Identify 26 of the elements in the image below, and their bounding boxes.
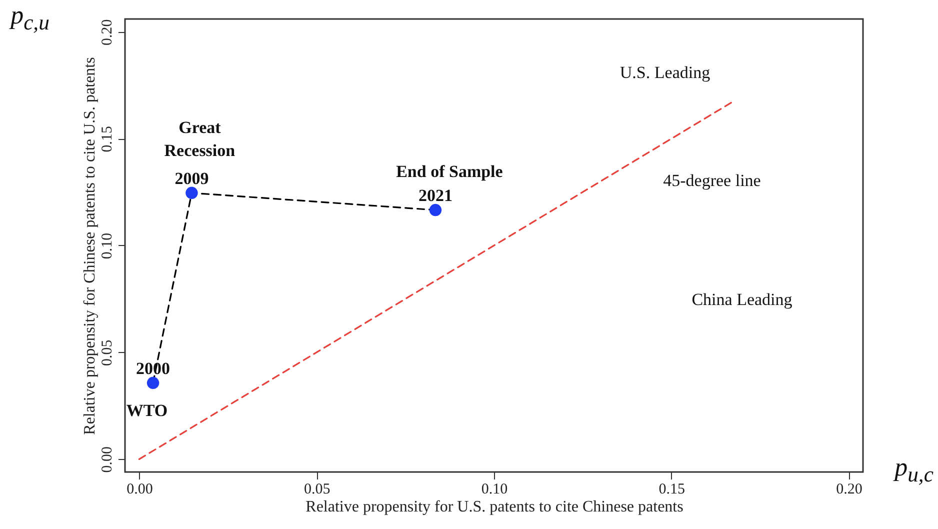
x-tick-label: 0.10 <box>481 482 508 498</box>
annotation: End of Sample <box>396 162 503 182</box>
x-tick-label: 0.05 <box>304 482 330 498</box>
y-tick-label: 0.20 <box>100 19 116 46</box>
x-tick-label: 0.20 <box>836 482 862 498</box>
text: p$_{u,c}$ <box>894 452 934 488</box>
annotation: 2021 <box>418 186 452 206</box>
y-tick-label: 0.05 <box>100 340 116 366</box>
x-tick-label: 0.15 <box>658 482 686 498</box>
annotation: 2000 <box>136 358 170 379</box>
annotation: 45-degree line <box>663 171 761 191</box>
annotation: 2009 <box>174 168 209 189</box>
y-tick-label: 0.00 <box>100 446 116 473</box>
x-axis-title: Relative propensity for U.S. patents to cite Chinese patents <box>306 498 684 516</box>
annotation: U.S. Leading <box>620 63 710 83</box>
y-tick-label: 0.10 <box>100 232 116 260</box>
point <box>186 186 198 200</box>
annotation: WTO <box>126 400 168 421</box>
annotation: Great Recession <box>163 116 236 162</box>
y-tick-label: 0.15 <box>100 126 116 152</box>
text: p$_{c,u}$ <box>10 0 50 36</box>
y-axis-title: Relative propensity for Chinese patents to cite U.S. patents <box>82 57 98 435</box>
point <box>146 376 160 390</box>
x-tick-label: 0.00 <box>126 482 153 498</box>
annotation: China Leading <box>692 290 792 310</box>
point <box>429 204 442 216</box>
